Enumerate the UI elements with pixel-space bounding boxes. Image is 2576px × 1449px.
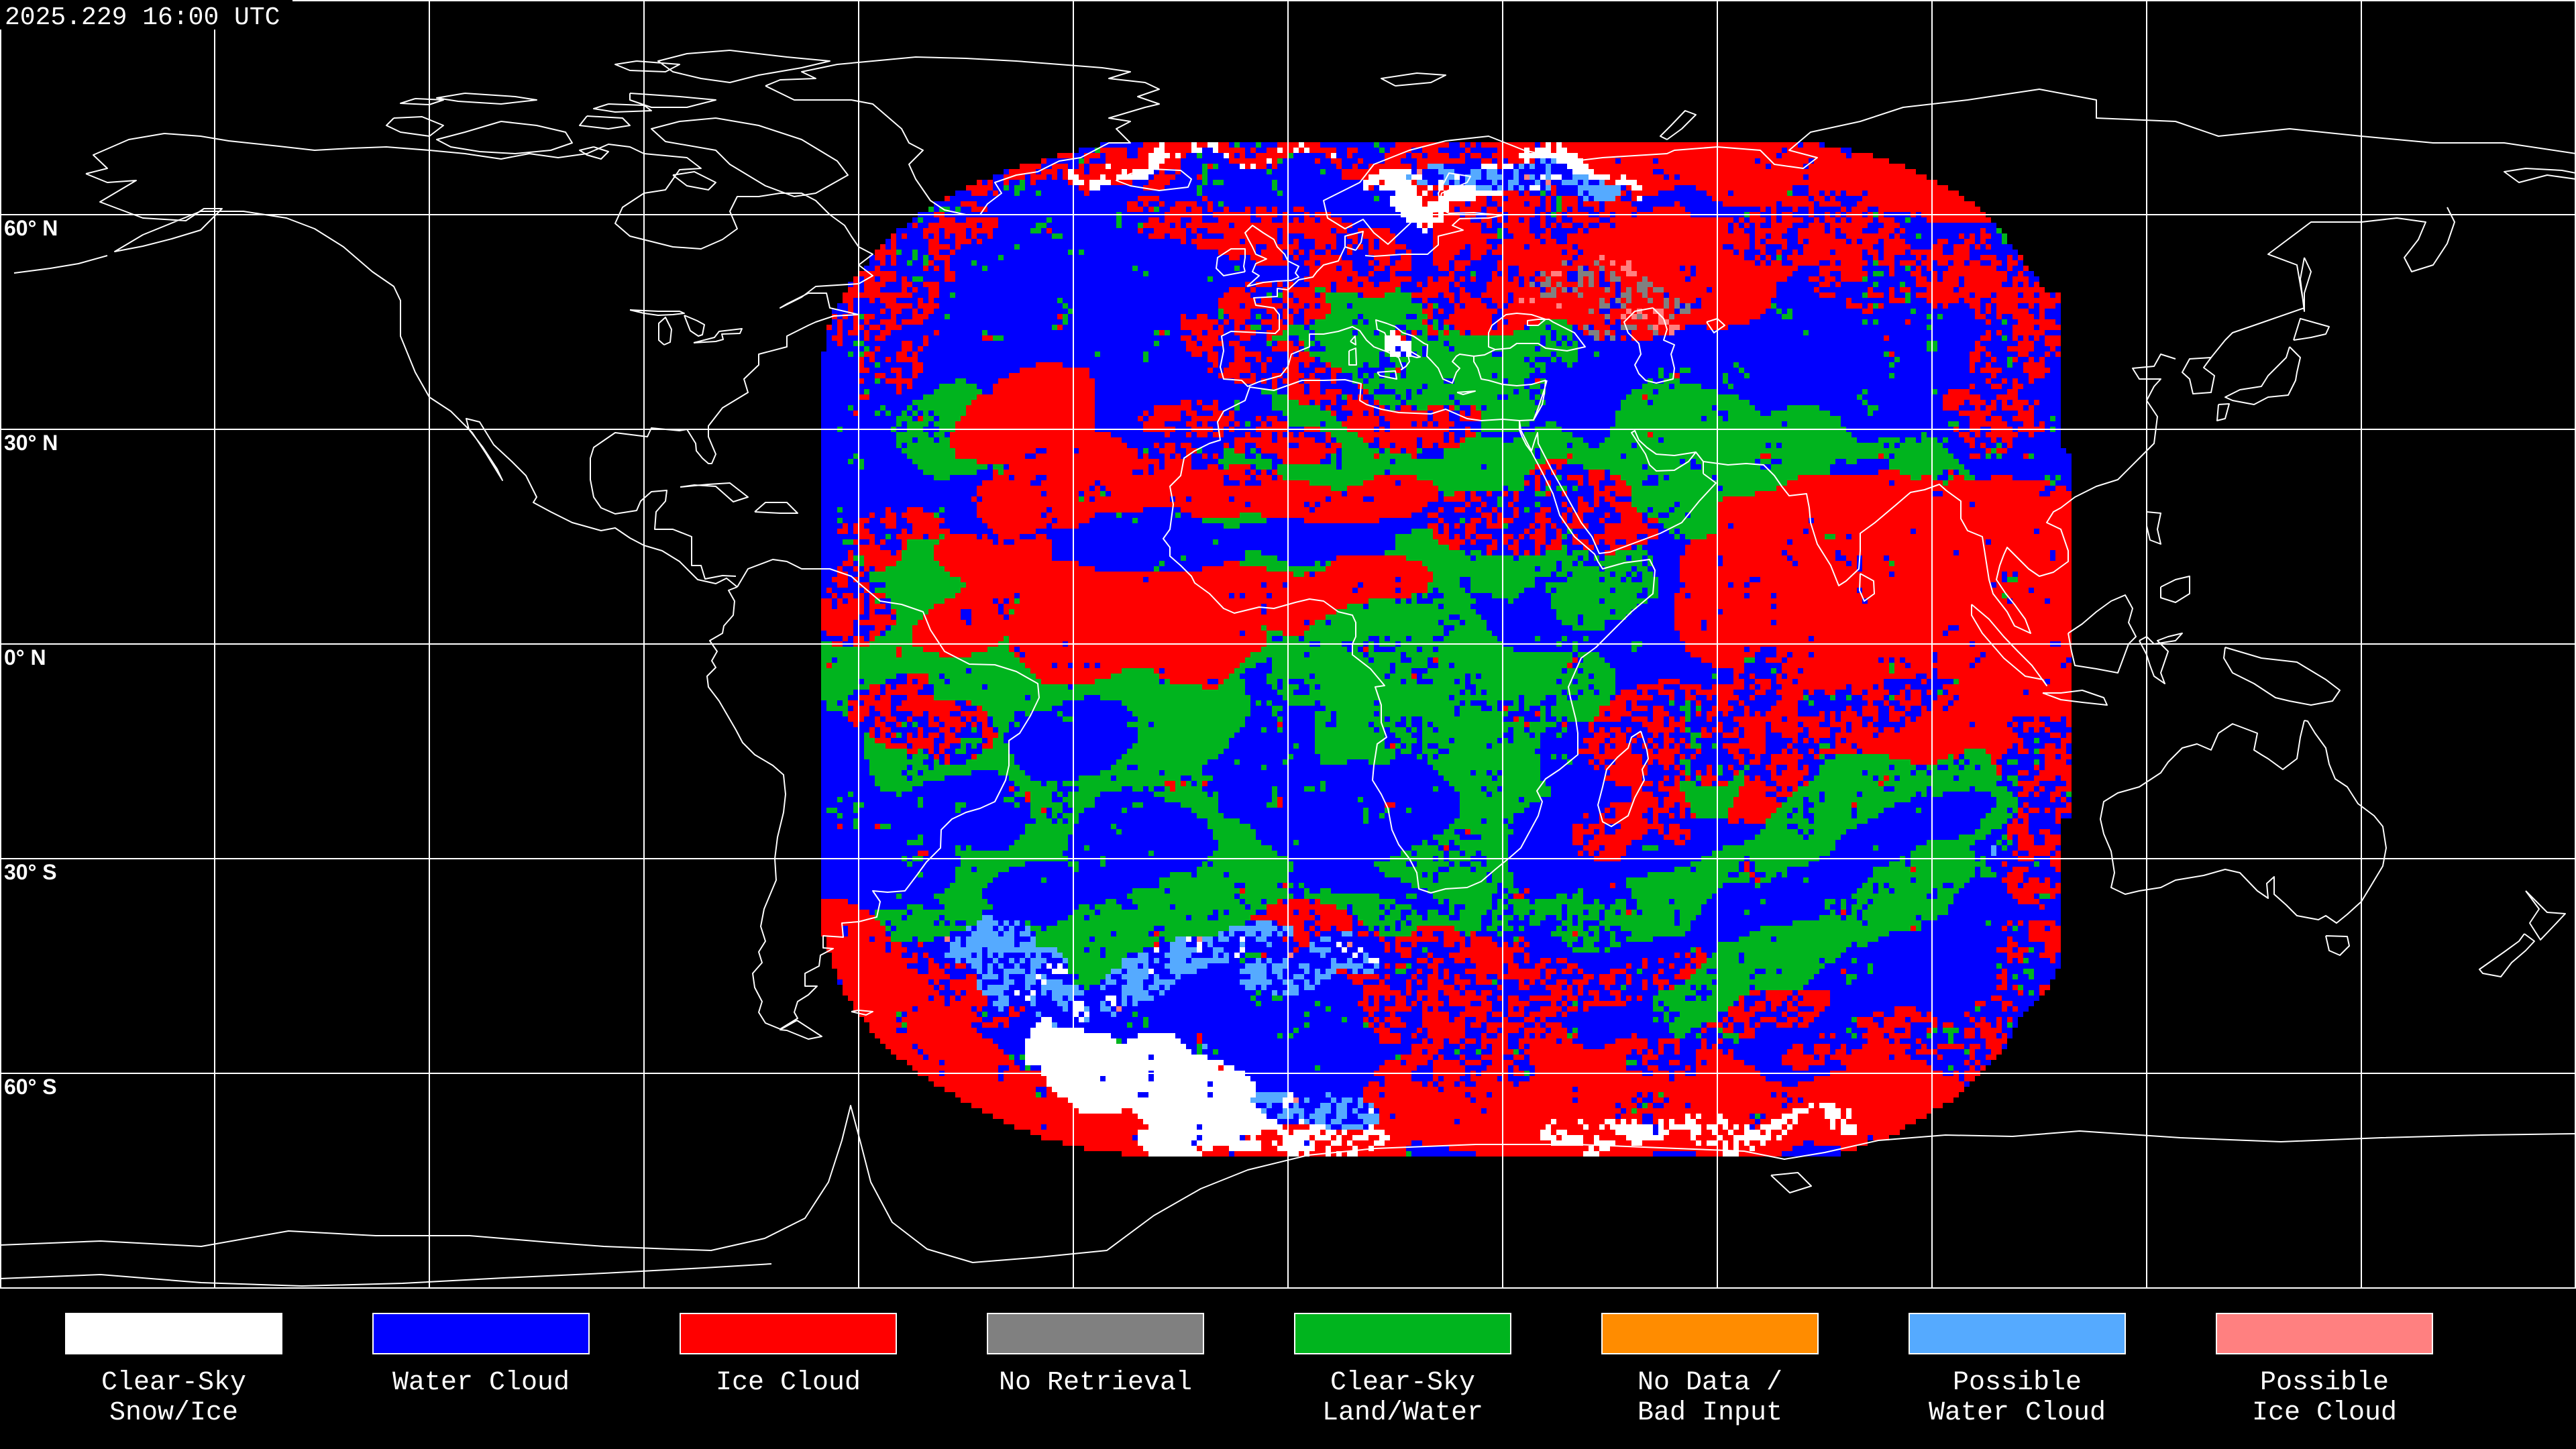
svg-text:2025.229 16:00 UTC: 2025.229 16:00 UTC <box>5 3 280 32</box>
svg-text:Ice Cloud: Ice Cloud <box>716 1368 861 1398</box>
svg-text:30° N: 30° N <box>4 431 58 455</box>
svg-text:Ice Cloud: Ice Cloud <box>2252 1398 2397 1428</box>
svg-text:Bad Input: Bad Input <box>1638 1398 1782 1428</box>
svg-text:No Data /: No Data / <box>1638 1368 1782 1398</box>
svg-text:Land/Water: Land/Water <box>1322 1398 1483 1428</box>
svg-text:0° N: 0° N <box>4 645 46 669</box>
svg-text:60° S: 60° S <box>4 1075 57 1099</box>
svg-text:No Retrieval: No Retrieval <box>999 1368 1192 1398</box>
svg-text:Water Cloud: Water Cloud <box>1929 1398 2106 1428</box>
svg-text:Possible: Possible <box>1953 1368 2082 1398</box>
svg-text:Snow/Ice: Snow/Ice <box>109 1398 238 1428</box>
svg-text:Clear-Sky: Clear-Sky <box>101 1368 246 1398</box>
svg-text:Water Cloud: Water Cloud <box>392 1368 570 1398</box>
svg-text:30° S: 30° S <box>4 860 57 884</box>
svg-text:Clear-Sky: Clear-Sky <box>1330 1368 1475 1398</box>
svg-text:60° N: 60° N <box>4 216 58 240</box>
svg-text:Possible: Possible <box>2260 1368 2389 1398</box>
